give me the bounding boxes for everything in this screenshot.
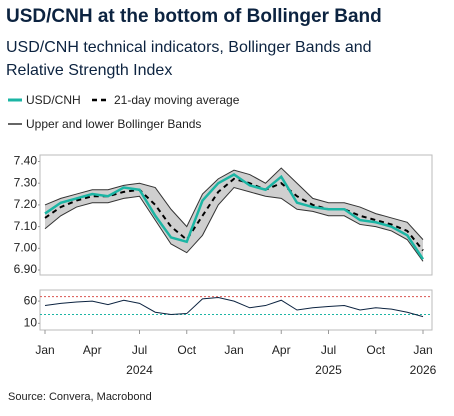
y-tick-label: 60	[24, 293, 38, 307]
y-tick-label: 7.40	[14, 154, 38, 168]
price-line	[44, 173, 425, 260]
year-label: 2026	[410, 363, 437, 377]
x-tick-label: Jul	[132, 343, 147, 357]
legend-label: Upper and lower Bollinger Bands	[26, 117, 201, 131]
upper-band	[44, 167, 424, 240]
x-tick-label: Oct	[366, 343, 385, 357]
source: Source: Convera, Macrobond	[8, 391, 152, 403]
band-fill	[45, 168, 423, 262]
rsi-line	[44, 297, 424, 318]
year-label: 2024	[126, 363, 153, 377]
y-tick-label: 7.30	[14, 175, 38, 189]
x-tick-label: Jan	[35, 343, 54, 357]
ma-line	[44, 177, 424, 252]
plot-frame	[39, 154, 433, 276]
y-tick-label: 6.90	[14, 262, 38, 276]
y-tick-label: 10	[24, 316, 38, 330]
subtitle: USD/CNH technical indicators, Bollinger …	[6, 39, 372, 79]
x-tick-label: Jul	[321, 343, 336, 357]
y-tick-label: 7.00	[14, 240, 38, 254]
x-tick-label: Apr	[272, 343, 291, 357]
x-tick-label: Jan	[224, 343, 243, 357]
title: USD/CNH at the bottom of Bollinger Band	[6, 6, 382, 27]
x-tick-label: Jan	[413, 343, 432, 357]
year-label: 2025	[315, 363, 342, 377]
plot-frame	[39, 289, 433, 331]
lower-band	[44, 186, 424, 262]
x-tick-label: Oct	[177, 343, 196, 357]
x-tick-label: Apr	[83, 343, 102, 357]
y-tick-label: 7.20	[14, 197, 38, 211]
legend-label: 21-day moving average	[114, 93, 240, 107]
y-tick-label: 7.10	[14, 219, 38, 233]
legend-label: USD/CNH	[26, 93, 81, 107]
